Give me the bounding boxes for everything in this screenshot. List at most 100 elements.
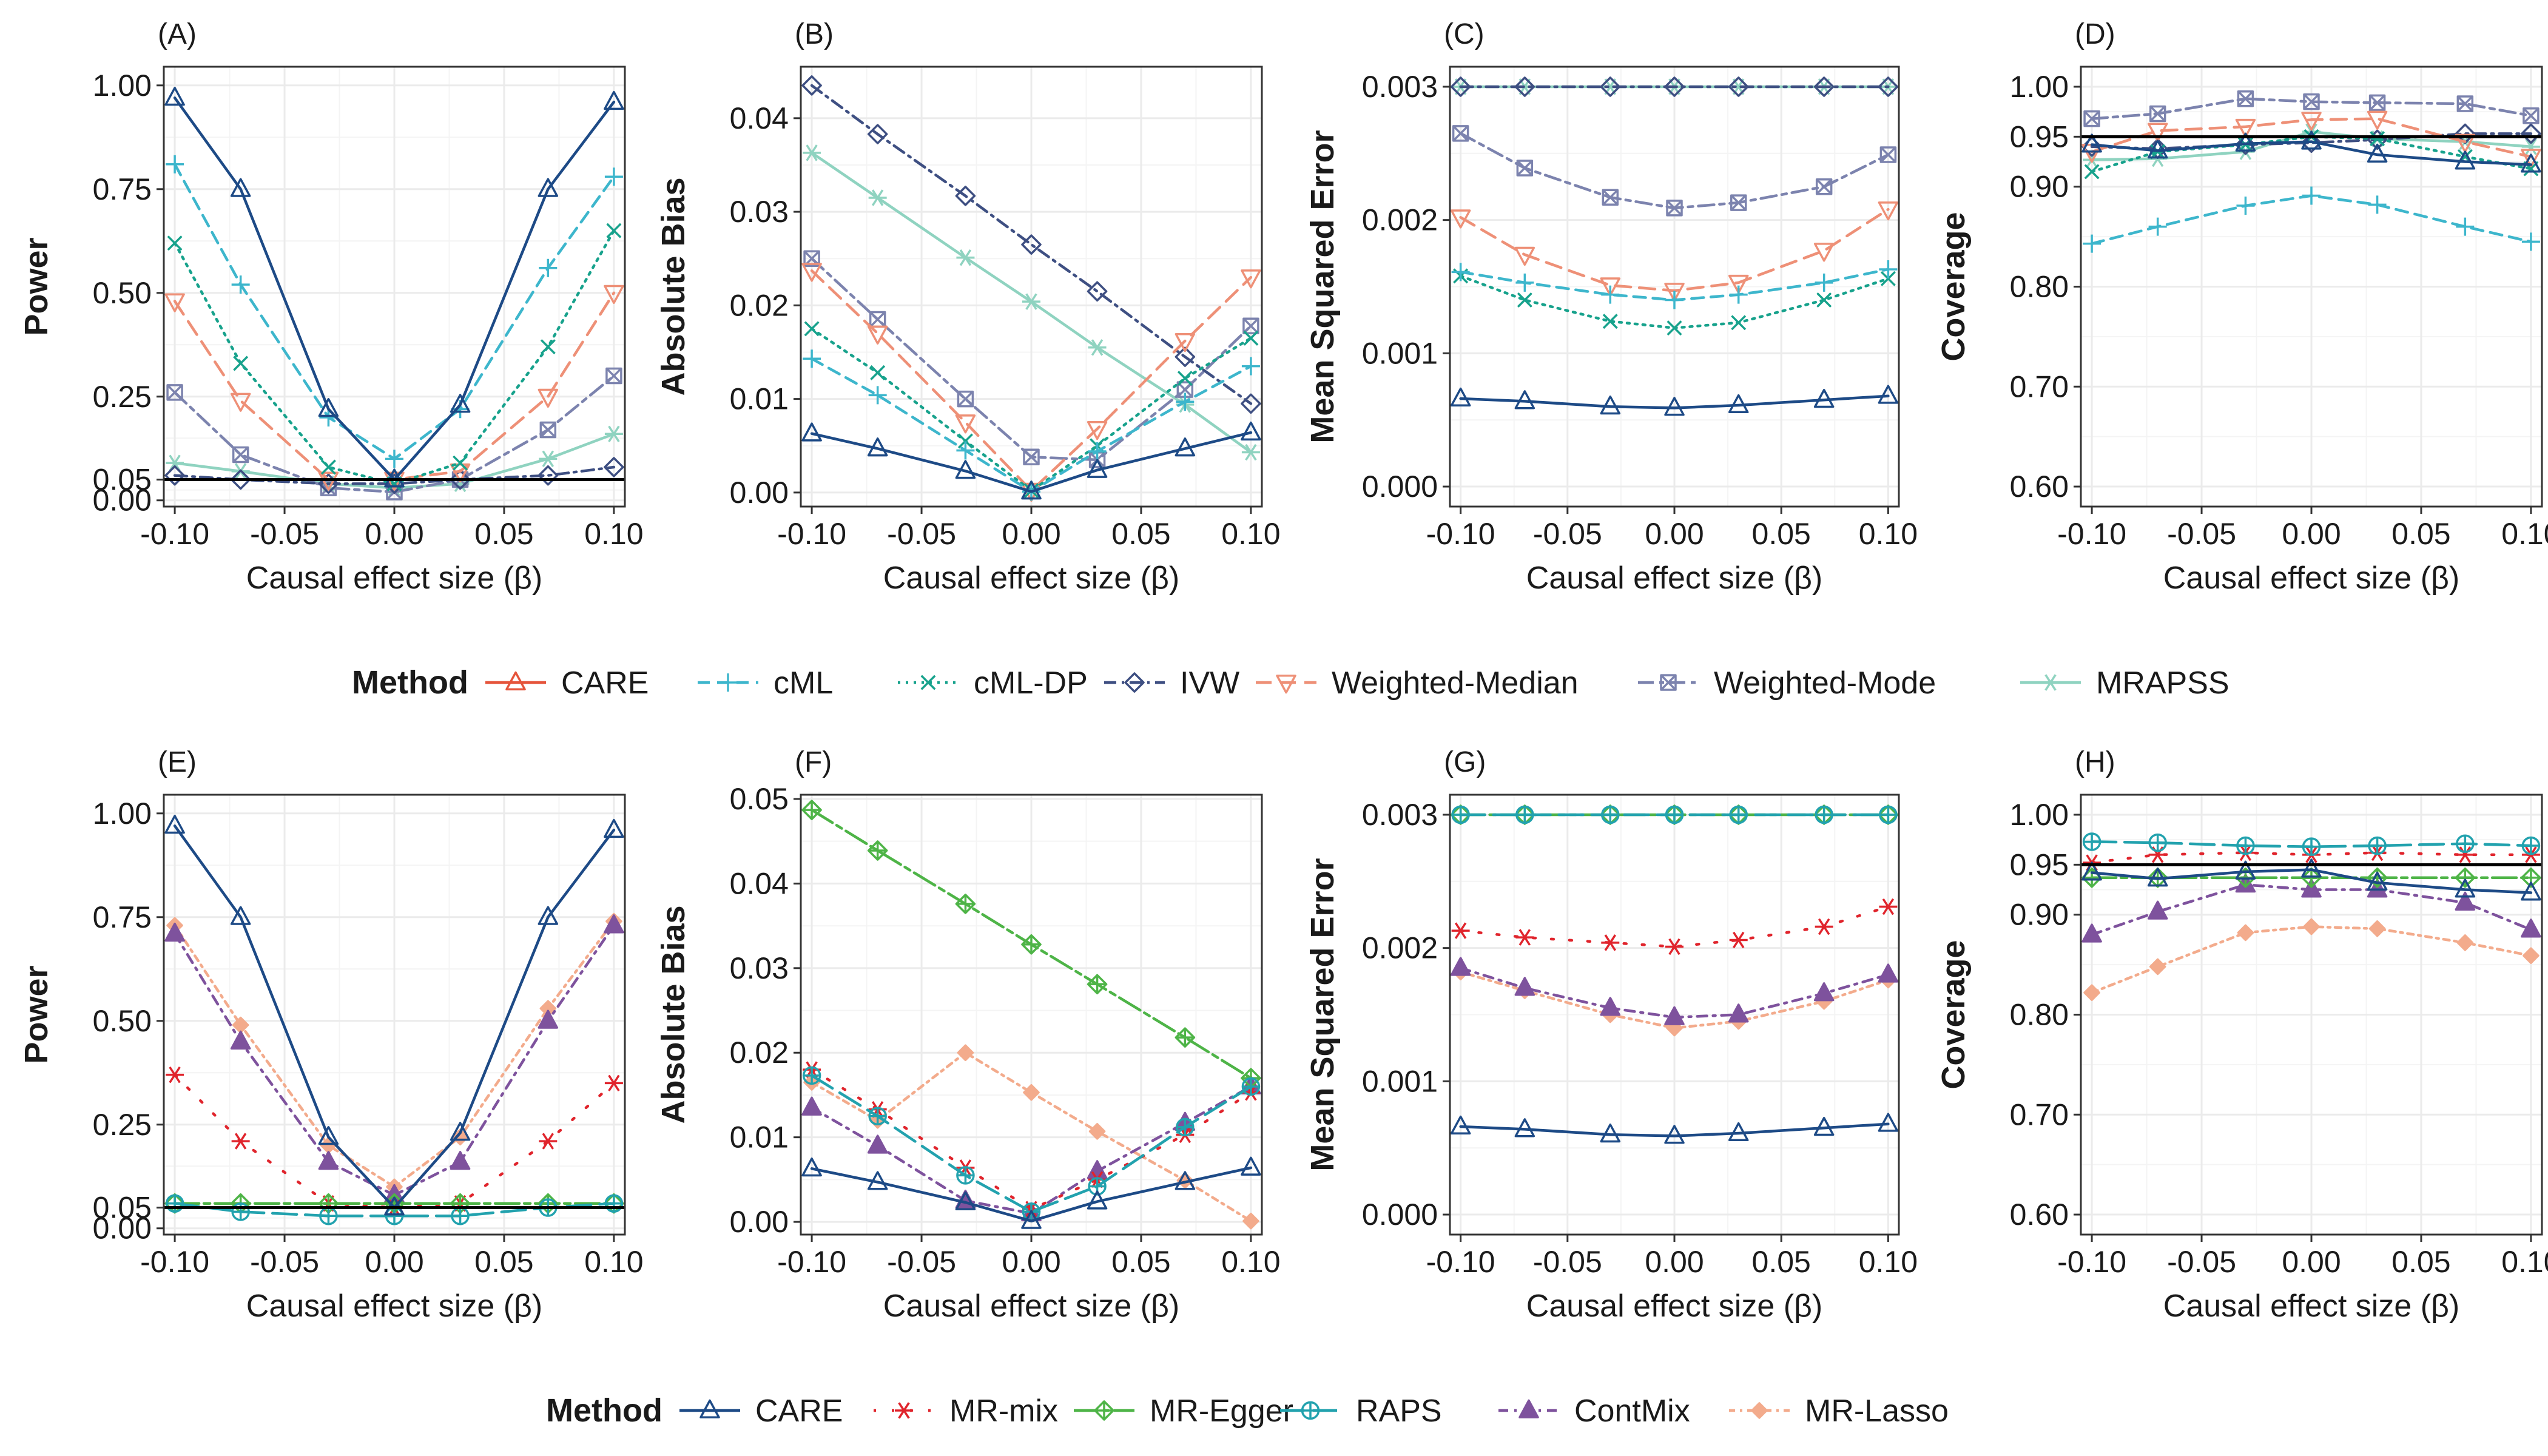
data-point-mr-mix (2456, 846, 2475, 863)
legend-item-ivw[interactable]: IVW (1104, 666, 1239, 701)
data-point-care (1813, 1116, 1835, 1136)
y-tick-label: 0.70 (2010, 369, 2069, 403)
data-point-raps (1516, 806, 1533, 823)
data-point-mr-lasso (2456, 934, 2474, 951)
legend-label: MRAPSS (2096, 666, 2230, 701)
y-tick-label: 0.002 (1362, 931, 1438, 965)
panel-tag: (B) (795, 18, 834, 50)
data-point-mrapss (1088, 339, 1107, 356)
series-cml (2083, 186, 2540, 253)
data-point-care (1664, 397, 1685, 416)
data-point-cml-dp (233, 356, 249, 371)
legend-item-contmix[interactable]: ContMix (1498, 1394, 1690, 1429)
data-point-mr-mix (1601, 934, 1620, 951)
legend-item-mr-lasso[interactable]: MR-Lasso (1729, 1394, 1949, 1429)
data-point-ivw (230, 469, 251, 490)
legend-item-mr-egger[interactable]: MR-Egger (1074, 1394, 1293, 1429)
data-point-weighted-mode (232, 446, 249, 463)
y-tick-label: 0.80 (2010, 270, 2069, 304)
data-point-raps (1666, 806, 1683, 823)
data-point-weighted-mode (1516, 160, 1534, 177)
series-line-weighted-median (810, 269, 1253, 493)
x-axis-title: Causal effect size (β) (883, 561, 1179, 596)
data-point-care (1600, 1123, 1621, 1143)
data-point-care (1175, 1171, 1196, 1190)
data-point-care (2081, 133, 2102, 153)
y-axis-title: Coverage (1935, 940, 1972, 1089)
data-point-ivw (1175, 346, 1196, 367)
y-tick-label: 0.25 (93, 1108, 152, 1142)
legend-item-raps[interactable]: RAPS (1280, 1394, 1442, 1429)
y-axis-title: Power (18, 237, 55, 335)
data-point-mr-lasso (2237, 924, 2254, 942)
x-tick-label: 0.05 (1752, 1245, 1811, 1279)
data-point-weighted-mode (957, 390, 974, 408)
panel-tag: (G) (1444, 746, 1486, 778)
data-point-care (450, 1122, 471, 1141)
data-point-raps (1816, 806, 1833, 823)
x-tick-label: 0.00 (365, 1245, 423, 1279)
data-point-cml-dp (540, 339, 556, 355)
x-tick-label: -0.10 (1426, 1245, 1495, 1279)
x-axis-title: Causal effect size (β) (2163, 561, 2459, 596)
y-axis-title: Mean Squared Error (1304, 130, 1341, 443)
series-line-care (2090, 140, 2533, 166)
y-tick-label: 0.02 (730, 1036, 789, 1070)
legend-item-mrapss[interactable]: MRAPSS (2020, 666, 2230, 701)
y-tick-label: 0.75 (93, 900, 152, 934)
y-tick-label: 0.03 (730, 951, 789, 985)
legend-1: Method CARE cML cML-DP IVW Weighted-Median Wei… (352, 664, 2230, 701)
series-weighted-median (1450, 201, 1899, 302)
data-point-ivw (2081, 136, 2102, 157)
data-point-weighted-mode (2303, 93, 2320, 110)
data-point-ivw (164, 465, 185, 486)
legend-key-marker (1302, 1402, 1319, 1419)
legend-label: Weighted-Mode (1714, 666, 1936, 701)
legend-item-cml[interactable]: cML (698, 666, 833, 701)
data-point-care (801, 422, 822, 442)
data-point-mr-egger (2301, 868, 2322, 888)
data-point-weighted-median (230, 393, 251, 412)
panel-h: -0.10 -0.05 0.00 0.05 0.10 0.60 0.70 0.80 0.90 0.… (1935, 746, 2548, 1324)
data-point-raps (386, 1207, 403, 1224)
x-axis-title: Causal effect size (β) (883, 1289, 1179, 1324)
data-point-contmix (1450, 957, 1471, 976)
x-tick-label: -0.05 (887, 1245, 956, 1279)
y-tick-label: 0.75 (93, 172, 152, 206)
data-point-mr-mix (1665, 938, 1684, 956)
data-point-raps (1242, 1078, 1259, 1095)
legend-item-weighted-median[interactable]: Weighted-Median (1256, 666, 1579, 701)
legend-item-care[interactable]: CARE (679, 1394, 843, 1429)
x-tick-label: -0.05 (2167, 517, 2236, 551)
data-point-care (538, 906, 559, 925)
legend-item-weighted-mode[interactable]: Weighted-Mode (1638, 666, 1936, 701)
legend-item-mr-mix[interactable]: MR-mix (874, 1394, 1058, 1429)
data-point-weighted-mode (2523, 107, 2540, 124)
legend-item-care[interactable]: CARE (485, 666, 649, 701)
y-tick-label: 0.80 (2010, 998, 2069, 1032)
data-point-cml-dp (1602, 314, 1618, 329)
legend-item-cml-dp[interactable]: cML-DP (898, 666, 1088, 701)
data-point-care (2455, 878, 2476, 898)
series-care (2081, 858, 2541, 901)
y-tick-label: 0.60 (2010, 1198, 2069, 1232)
data-point-care (2081, 861, 2102, 881)
data-point-mr-mix (166, 1066, 184, 1084)
data-point-care (164, 815, 185, 834)
panel-border (800, 66, 1263, 508)
y-tick-label: 0.003 (1362, 798, 1438, 832)
panel-tag: (H) (2075, 746, 2115, 778)
panel-border (2080, 66, 2543, 508)
data-point-care (1813, 388, 1835, 408)
x-axis-title: Causal effect size (β) (246, 561, 542, 596)
legend-label: MR-Egger (1150, 1394, 1293, 1429)
data-point-cml (604, 167, 623, 186)
series-line-care (1459, 394, 1890, 410)
data-point-weighted-mode (2149, 105, 2166, 123)
data-point-care (2521, 881, 2541, 901)
data-point-care (1514, 390, 1535, 410)
data-point-weighted-mode (1666, 200, 1683, 217)
y-tick-label: 0.03 (730, 195, 789, 229)
data-point-weighted-median (1664, 283, 1685, 302)
data-point-care (1878, 385, 1899, 404)
